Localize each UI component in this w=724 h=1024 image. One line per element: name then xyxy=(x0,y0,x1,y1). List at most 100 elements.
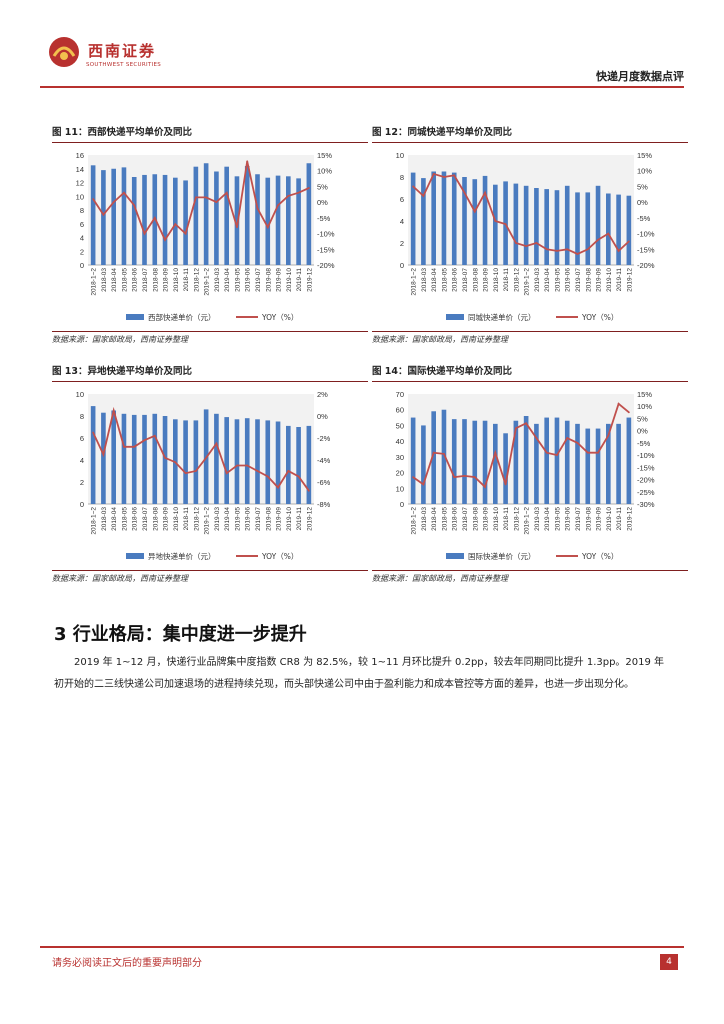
figure-11-chart: 0 2 4 6 8 10 12 14 16 -20% -15% -10% -5% 0% 5% 10% 15% 20… xyxy=(76,151,335,322)
x-axis-tick-label: 2018-09 xyxy=(483,507,490,531)
yoy-point xyxy=(184,472,187,475)
yoy-point xyxy=(494,451,497,454)
bar xyxy=(431,411,436,504)
bar xyxy=(410,417,416,504)
right-axis-tick-label: -15% xyxy=(317,245,335,254)
left-axis-tick-label: 60 xyxy=(396,406,404,415)
x-axis-tick-label: 2019-11 xyxy=(296,507,303,531)
bar xyxy=(214,171,219,265)
bar xyxy=(513,183,519,265)
figure-source: 数据来源：国家邮政局，西南证券整理 xyxy=(52,570,368,584)
x-axis-tick-label: 2018-07 xyxy=(462,268,469,292)
figure-title: 图 12：同城快递平均单价及同比 xyxy=(372,125,688,143)
yoy-line xyxy=(412,402,630,489)
right-axis-tick-label: -5% xyxy=(637,214,651,223)
x-axis-tick-label: 2019-10 xyxy=(606,507,613,531)
yoy-point xyxy=(277,486,279,489)
bar xyxy=(306,163,312,265)
body-text: 2019 年 1~12 月，快递行业品牌集中度指数 CR8 为 82.5%，较 … xyxy=(54,652,674,696)
right-axis-tick-label: 5% xyxy=(637,182,648,191)
yoy-point xyxy=(307,187,310,189)
right-axis-tick-label: -6% xyxy=(317,478,331,487)
x-axis-tick-label: 2019-10 xyxy=(286,507,293,531)
x-axis-tick-label: 2019-08 xyxy=(265,507,272,531)
yoy-point xyxy=(607,232,610,235)
x-axis-tick-label: 2019-08 xyxy=(265,268,272,292)
right-axis-tick-label: 0% xyxy=(637,198,648,207)
bar xyxy=(296,178,301,265)
page-header: 西南证券 SOUTHWEST SECURITIES 快递月度数据点评 xyxy=(40,30,684,86)
chart-container: 0 2 4 6 8 10 -20% -15% -10% -5% 0% 5% 10% 15% 2018-1~2… xyxy=(372,147,688,327)
yoy-point xyxy=(412,476,415,479)
yoy-point xyxy=(256,207,259,210)
x-axis-tick-label: 2018-06 xyxy=(132,268,139,292)
logo-name-en: SOUTHWEST SECURITIES xyxy=(86,62,162,68)
figure-title: 图 14：国际快递平均单价及同比 xyxy=(372,364,688,382)
yoy-point xyxy=(153,434,156,437)
bar xyxy=(121,167,127,265)
chart-container: 0 10 20 30 40 50 60 70 -30% -25% -20% -15% -10% -5% 0%… xyxy=(372,386,688,566)
bar xyxy=(595,185,601,265)
x-axis-tick-label: 2019-03 xyxy=(534,268,541,292)
yoy-point xyxy=(432,172,435,175)
bar xyxy=(224,166,229,265)
yoy-point xyxy=(484,485,486,488)
right-axis-tick-label: -10% xyxy=(637,451,655,460)
yoy-point xyxy=(256,470,259,472)
yoy-point xyxy=(205,456,208,459)
bar xyxy=(472,179,478,265)
x-axis-tick-label: 2019-1~2 xyxy=(204,268,211,296)
bar xyxy=(482,420,488,504)
x-axis-tick-label: 2018-06 xyxy=(452,507,459,531)
bar xyxy=(234,176,240,265)
bar xyxy=(626,195,632,265)
yoy-point xyxy=(153,216,156,219)
yoy-line xyxy=(92,161,310,242)
yoy-point xyxy=(194,196,197,199)
bar xyxy=(441,171,447,265)
x-axis-tick-label: 2018-1~2 xyxy=(91,507,98,535)
x-axis-tick-label: 2018-08 xyxy=(472,507,479,531)
right-axis-tick-label: 15% xyxy=(637,390,652,399)
yoy-point xyxy=(277,204,279,207)
x-axis-tick-label: 2019-12 xyxy=(626,268,633,292)
bar xyxy=(493,423,498,504)
x-axis-tick-label: 2018-03 xyxy=(101,268,108,292)
yoy-point xyxy=(514,242,517,244)
yoy-point xyxy=(236,464,238,467)
right-axis-tick-label: -20% xyxy=(637,476,655,485)
bar xyxy=(131,414,137,504)
x-axis-tick-label: 2019-07 xyxy=(575,268,582,292)
x-axis-tick-label: 2019-05 xyxy=(554,268,561,292)
bar xyxy=(234,419,240,504)
right-axis-tick-label: -5% xyxy=(637,439,651,448)
yoy-point xyxy=(556,454,558,457)
right-axis-tick-label: 5% xyxy=(317,182,328,191)
right-axis-tick-label: 0% xyxy=(317,412,328,421)
right-axis-tick-label: 10% xyxy=(637,167,652,176)
yoy-point xyxy=(287,194,290,197)
bar xyxy=(306,425,312,504)
x-axis-tick-label: 2018-05 xyxy=(121,268,128,292)
figure-panel-14: 图 14：国际快递平均单价及同比 0 10 20 30 40 50 60 70 -30% -25%… xyxy=(372,364,688,590)
x-axis-tick-label: 2018-05 xyxy=(441,268,448,292)
x-axis-tick-label: 2019-09 xyxy=(276,268,283,292)
right-axis-tick-label: -4% xyxy=(317,456,331,465)
bar xyxy=(626,417,632,504)
bar xyxy=(534,423,539,504)
left-axis-tick-label: 6 xyxy=(80,434,84,443)
right-axis-tick-label: 10% xyxy=(317,167,332,176)
bar xyxy=(421,178,426,265)
legend-bar-label: 国际快递单价（元） xyxy=(468,551,536,561)
legend-bar-swatch xyxy=(126,553,144,559)
yoy-point xyxy=(102,453,105,456)
right-axis-tick-label: 0% xyxy=(637,427,648,436)
left-axis-tick-label: 0 xyxy=(80,261,84,270)
chart-container: 0 2 4 6 8 10 -8% -6% -4% -2% 0% 2% 2018-1~2 2018-03 20… xyxy=(52,386,368,566)
x-axis-tick-label: 2018-04 xyxy=(111,268,118,292)
yoy-point xyxy=(617,402,620,405)
x-axis-tick-label: 2019-11 xyxy=(616,507,623,531)
yoy-point xyxy=(443,452,445,455)
bar xyxy=(585,192,591,265)
x-axis-tick-label: 2019-04 xyxy=(224,507,231,531)
